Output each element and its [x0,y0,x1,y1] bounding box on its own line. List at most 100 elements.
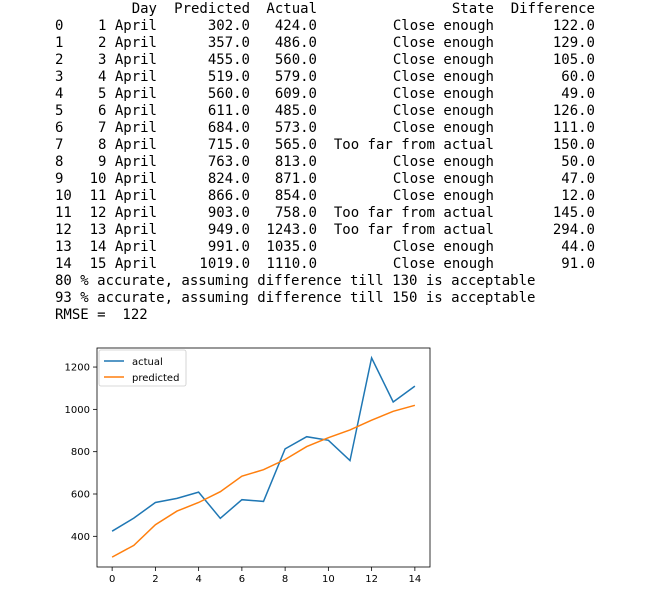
row-difference: 150.0 [552,137,595,153]
row-state: Too far from actual [333,137,494,153]
row-day: 2 April [97,35,157,51]
row-predicted: 824.0 [207,171,250,187]
x-tick-label: 2 [152,574,158,585]
row-predicted: 302.0 [207,18,250,34]
table-row: 0 1 April 302.0 424.0 Close enough 122.0 [55,18,595,35]
x-tick-label: 14 [408,574,421,585]
row-state: Close enough [392,239,494,255]
row-difference: 49.0 [561,86,595,102]
row-predicted: 715.0 [207,137,250,153]
row-actual: 854.0 [274,188,317,204]
table-row: 9 10 April 824.0 871.0 Close enough 47.0 [55,171,595,188]
row-actual: 579.0 [274,69,317,85]
row-actual: 871.0 [274,171,317,187]
row-day: 3 April [97,52,157,68]
row-actual: 1243.0 [266,222,317,238]
table-row: 10 11 April 866.0 854.0 Close enough 12.0 [55,188,595,205]
predicted-header: Predicted [174,1,250,17]
row-predicted: 455.0 [207,52,250,68]
row-day: 7 April [97,120,157,136]
table-row: 8 9 April 763.0 813.0 Close enough 50.0 [55,154,595,171]
row-index: 13 [55,239,72,255]
row-day: 12 April [89,205,157,221]
row-state: Close enough [392,171,494,187]
row-actual: 560.0 [274,52,317,68]
row-difference: 105.0 [552,52,595,68]
row-state: Close enough [392,86,494,102]
row-actual: 424.0 [274,18,317,34]
actual-series-line [111,355,416,532]
table-row: 1 2 April 357.0 486.0 Close enough 129.0 [55,35,595,52]
row-actual: 485.0 [274,103,317,119]
row-actual: 1035.0 [266,239,317,255]
row-actual: 573.0 [274,120,317,136]
y-tick-label: 1200 [65,363,90,374]
row-difference: 47.0 [561,171,595,187]
row-state: Close enough [392,52,494,68]
row-day: 9 April [97,154,157,170]
actual-header: Actual [266,1,317,17]
row-index: 4 [55,86,64,102]
rmse-line: RMSE = 122 [55,307,148,323]
row-day: 5 April [97,86,157,102]
row-state: Close enough [392,18,494,34]
x-tick-label: 4 [195,574,201,585]
y-tick-label: 400 [71,532,90,543]
row-index: 1 [55,35,64,51]
row-difference: 129.0 [552,35,595,51]
day-header: Day [131,1,157,17]
row-index: 3 [55,69,64,85]
row-difference: 145.0 [552,205,595,221]
table-row: 12 13 April 949.0 1243.0 Too far from actual… [55,222,595,239]
row-day: 1 April [97,18,157,34]
predicted-series-line [111,404,416,558]
x-tick-label: 0 [109,574,115,585]
row-predicted: 684.0 [207,120,250,136]
row-predicted: 903.0 [207,205,250,221]
row-index: 12 [55,222,72,238]
table-row: 2 3 April 455.0 560.0 Close enough 105.0 [55,52,595,69]
row-day: 11 April [89,188,157,204]
row-predicted: 560.0 [207,86,250,102]
y-tick-label: 600 [71,490,90,501]
row-difference: 294.0 [552,222,595,238]
row-state: Close enough [392,154,494,170]
row-state: Close enough [392,120,494,136]
row-predicted: 1019.0 [199,256,250,272]
row-day: 14 April [89,239,157,255]
row-index: 7 [55,137,64,153]
table-row: 7 8 April 715.0 565.0 Too far from actual 150… [55,137,595,154]
row-predicted: 949.0 [207,222,250,238]
row-index: 6 [55,120,64,136]
row-actual: 609.0 [274,86,317,102]
row-state: Too far from actual [333,222,494,238]
row-day: 6 April [97,103,157,119]
row-difference: 50.0 [561,154,595,170]
table-row: 13 14 April 991.0 1035.0 Close enough 44.0 [55,239,595,256]
accuracy-150-line: 93 % accurate, assuming difference till … [55,290,536,306]
state-header: State [451,1,494,17]
table-row: 4 5 April 560.0 609.0 Close enough 49.0 [55,86,595,103]
x-tick-label: 12 [365,574,378,585]
row-index: 8 [55,154,64,170]
row-index: 14 [55,256,72,272]
table-row: 6 7 April 684.0 573.0 Close enough 111.0 [55,120,595,137]
table-row: 14 15 April 1019.0 1110.0 Close enough 91.0 [55,256,595,273]
row-difference: 122.0 [552,18,595,34]
row-predicted: 357.0 [207,35,250,51]
axis-ticks: 0 2 4 6 8 10 12 14 400 600 800 1000 1200 [65,363,422,585]
x-tick-label: 8 [282,574,288,585]
row-predicted: 866.0 [207,188,250,204]
row-difference: 111.0 [552,120,595,136]
legend-predicted-label: predicted [132,373,179,384]
row-index: 2 [55,52,64,68]
table-header-row: Day Predicted Actual State Difference [55,1,595,18]
row-index: 9 [55,171,64,187]
row-state: Too far from actual [333,205,494,221]
row-actual: 1110.0 [266,256,317,272]
row-day: 15 April [89,256,157,272]
row-state: Close enough [392,103,494,119]
plot-area-frame [96,347,431,568]
line-chart: 0 2 4 6 8 10 12 14 400 600 800 1000 1200 actual pred… [65,347,431,585]
